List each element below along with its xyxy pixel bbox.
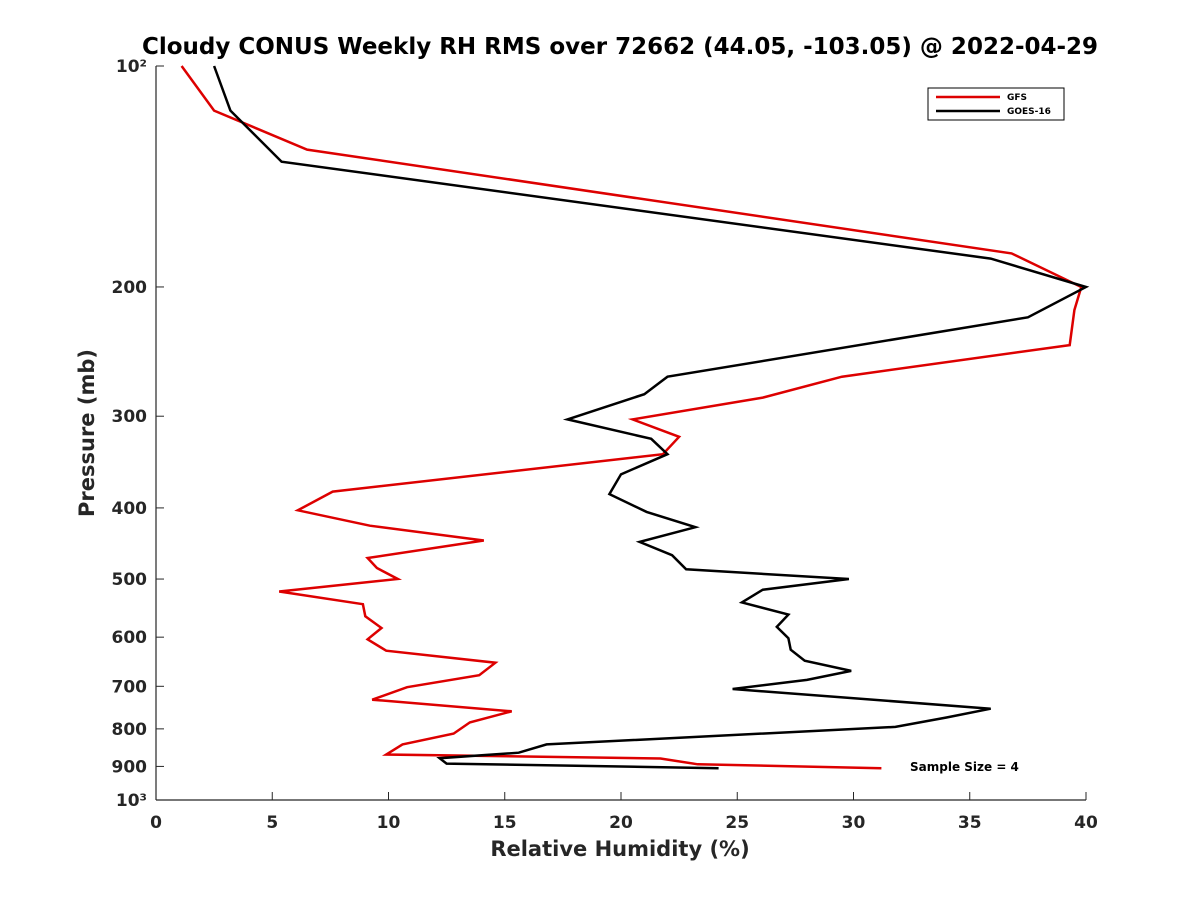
legend-box — [927, 87, 1065, 121]
y-tick-label: 700 — [112, 677, 148, 697]
x-tick-label: 15 — [493, 813, 517, 833]
y-tick-label: 400 — [112, 499, 148, 519]
y-tick-label: 900 — [112, 757, 148, 777]
x-axis-label: Relative Humidity (%) — [490, 837, 749, 861]
plot-axes: 0 5 10 15 20 25 30 35 40 10² 200 300 400 500 600 700 800… — [112, 57, 1098, 833]
y-tick-label: 10³ — [116, 791, 147, 811]
y-tick-label: 200 — [112, 278, 148, 298]
y-tick-label: 10² — [116, 57, 147, 77]
y-tick-label: 300 — [112, 407, 148, 427]
series-line-goes-16 — [212, 65, 1090, 770]
x-tick-label: 20 — [609, 813, 633, 833]
x-tick-label: 35 — [958, 813, 982, 833]
x-tick-label: 30 — [842, 813, 866, 833]
x-tick-label: 40 — [1074, 813, 1098, 833]
y-tick-label: 600 — [112, 628, 148, 648]
x-tick-label: 0 — [150, 813, 162, 833]
legend-label: GOES-16 — [1007, 107, 1051, 117]
legend: GFS GOES-16 — [927, 87, 1065, 121]
y-axis-label: Pressure (mb) — [75, 349, 99, 517]
x-tick-label: 10 — [377, 813, 401, 833]
x-tick-label: 25 — [725, 813, 749, 833]
x-tick-label: 5 — [266, 813, 278, 833]
sample-size-annotation: Sample Size = 4 — [910, 760, 1019, 774]
y-tick-label: 800 — [112, 720, 148, 740]
y-tick-label: 500 — [112, 570, 148, 590]
chart-title: Cloudy CONUS Weekly RH RMS over 72662 (4… — [142, 34, 1098, 60]
series-layer — [180, 65, 1090, 770]
series-line-gfs — [180, 65, 1083, 770]
legend-label: GFS — [1007, 93, 1027, 103]
